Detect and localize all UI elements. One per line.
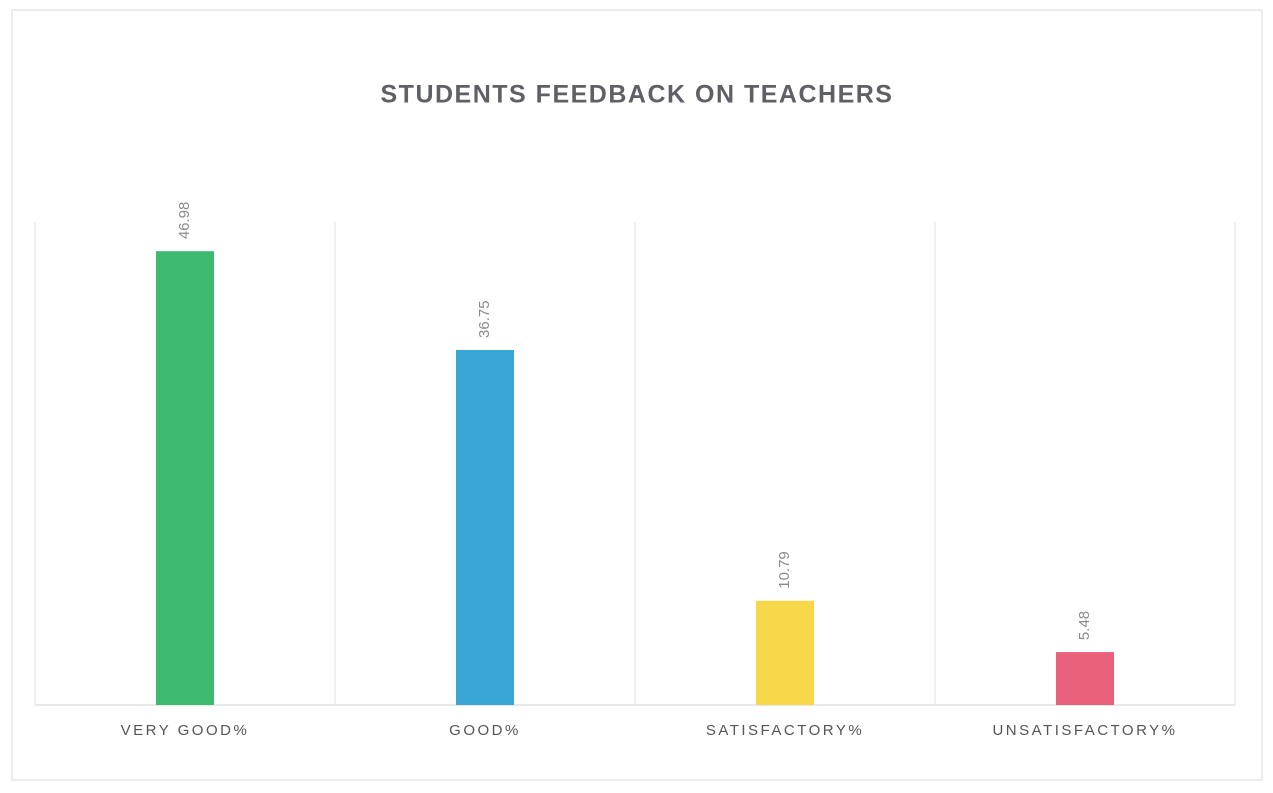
x-tick-label: VERY GOOD% [121,722,250,739]
x-tick-label: GOOD% [449,722,521,739]
chart-frame [11,9,1263,781]
value-label: 46.98 [176,202,193,240]
bar [156,251,214,705]
bar [756,600,814,705]
value-label: 5.48 [1076,611,1093,640]
x-tick-label: UNSATISFACTORY% [992,722,1177,739]
x-tick-label: SATISFACTORY% [706,722,864,739]
value-label: 36.75 [476,300,493,338]
chart-title: STUDENTS FEEDBACK ON TEACHERS [381,81,894,109]
bar [1056,652,1114,705]
bar [456,349,514,705]
value-label: 10.79 [776,551,793,589]
